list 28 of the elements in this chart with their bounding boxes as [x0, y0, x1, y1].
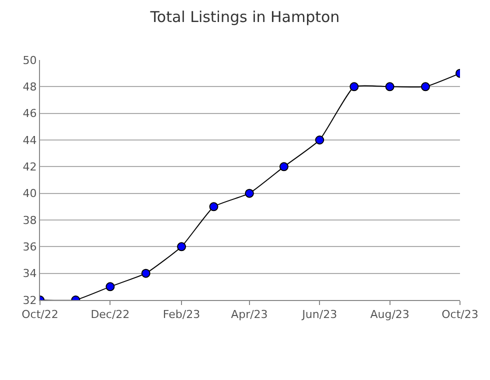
- point: [141, 268, 150, 278]
- y-tick-label: 32: [22, 294, 37, 307]
- x-tick-label: Jun/23: [301, 308, 338, 322]
- point: [177, 242, 186, 252]
- point: [106, 282, 115, 292]
- x-tick-label: Apr/23: [231, 308, 268, 322]
- x-tick-label: Aug/23: [370, 308, 410, 322]
- y-tick-label: 38: [22, 214, 37, 227]
- point: [315, 136, 324, 144]
- point: [279, 162, 288, 172]
- x-tick-label: Feb/23: [162, 308, 200, 322]
- y-tick-label: 42: [22, 160, 37, 174]
- x-tick-label: Dec/22: [90, 308, 130, 322]
- y-tick-label: 48: [22, 80, 37, 94]
- y-tick-label: 50: [22, 54, 37, 67]
- point: [420, 82, 430, 92]
- point: [244, 188, 254, 198]
- y-tick-label: 46: [22, 107, 37, 120]
- y-tick-label: 40: [22, 187, 37, 200]
- point: [385, 82, 394, 92]
- y-tick-label: 44: [22, 134, 37, 147]
- x-tick-label: Oct/23: [442, 308, 478, 322]
- chart-title: Total Listings in Hampton: [149, 8, 340, 26]
- y-tick-label: 36: [22, 240, 37, 254]
- point: [350, 82, 359, 92]
- y-tick-label: 34: [22, 267, 37, 280]
- x-tick-label: Oct/22: [22, 308, 58, 322]
- point: [209, 202, 218, 212]
